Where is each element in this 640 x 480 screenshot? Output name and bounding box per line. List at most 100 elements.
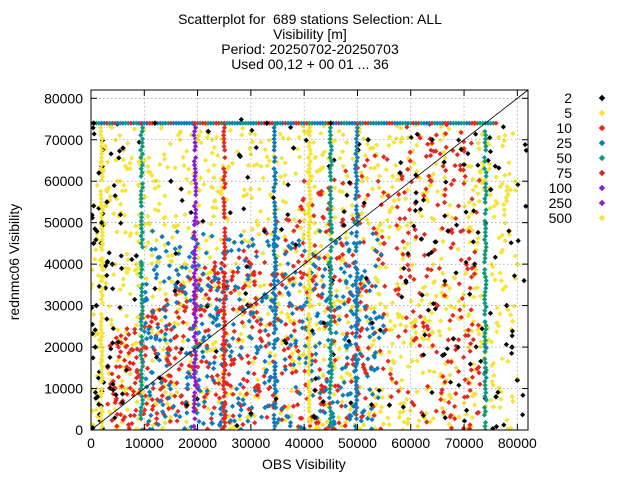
scatter-point-s5 (123, 265, 129, 271)
scatter-point-s5 (285, 313, 292, 319)
scatter-point-s25 (297, 281, 303, 287)
scatter-point-s2 (119, 391, 126, 397)
scatter-point-s10 (405, 230, 412, 236)
scatter-column-point-3 (482, 307, 488, 314)
scatter-point-s25 (189, 264, 196, 270)
data-point-s2 (120, 145, 126, 151)
scatter-column-point-4 (272, 378, 278, 385)
scatter-column-point-7 (221, 132, 227, 138)
scatter-point-s25 (380, 323, 387, 329)
scatter-column-point-1 (193, 214, 199, 220)
scatter-column-point-7 (221, 263, 228, 269)
scatter-point-s10 (467, 422, 473, 428)
scatter-column-point-3 (482, 300, 488, 306)
scatter-point-s5 (342, 299, 348, 305)
scatter-point-s5 (318, 243, 324, 249)
scatter-point-s5 (318, 130, 324, 137)
scatter-point-s25 (155, 324, 161, 331)
scatter-point-s10 (118, 333, 124, 339)
scatter-column-point-6 (327, 289, 333, 295)
scatter-column-point-1 (191, 367, 197, 373)
scatter-point-s10 (384, 156, 390, 163)
scatter-point-s5 (494, 329, 500, 335)
scatter-column-point-8 (99, 233, 105, 239)
scatter-point-s2 (92, 389, 99, 396)
scatter-top-row-point (493, 120, 499, 126)
scatter-point-s5 (168, 414, 174, 420)
scatter-point-s5 (475, 140, 481, 146)
scatter-point-s10 (239, 319, 245, 325)
scatter-point-s10 (439, 225, 446, 232)
scatter-column-point-0 (140, 363, 146, 370)
scatter-point-s5 (494, 200, 500, 206)
legend-label-5: 5 (564, 105, 572, 121)
scatter-point-s5 (264, 154, 270, 160)
scatter-point-s10 (230, 413, 236, 419)
scatter-point-s25 (288, 342, 294, 348)
scatter-point-s2 (91, 321, 95, 328)
scatter-column-point-7 (221, 240, 227, 247)
scatter-point-s5 (227, 127, 233, 133)
scatter-point-s25 (154, 263, 160, 269)
scatter-point-s5 (376, 264, 383, 271)
scatter-top-row-point (288, 120, 294, 126)
scatter-point-s5 (364, 217, 370, 223)
scatter-point-s5 (508, 326, 514, 332)
scatter-point-s5 (364, 141, 371, 147)
scatter-column-point-3 (482, 255, 488, 261)
scatter-point-s25 (210, 365, 217, 372)
scatter-point-s25 (258, 317, 264, 323)
scatter-point-s10 (254, 309, 260, 315)
scatter-point-s5 (249, 226, 256, 232)
scatter-point-s10 (477, 381, 483, 387)
scatter-point-s5 (281, 180, 287, 186)
scatter-point-s5 (409, 320, 415, 327)
scatter-point-s10 (441, 199, 448, 206)
scatter-point-s5 (310, 139, 317, 146)
scatter-column-point-0 (138, 371, 145, 377)
scatter-point-s10 (454, 152, 460, 158)
scatter-point-s10 (407, 207, 413, 213)
scatter-point-s10 (400, 238, 406, 245)
scatter-point-s5 (477, 169, 483, 175)
scatter-point-s10 (359, 325, 365, 332)
scatter-column-point-5 (306, 311, 312, 317)
scatter-column-point-0 (138, 341, 145, 347)
plot-frame (90, 89, 529, 431)
scatter-point-s2 (115, 339, 121, 345)
scatter-column-point-5 (306, 401, 312, 407)
scatter-point-s25 (376, 335, 382, 341)
scatter-point-s5 (421, 336, 427, 342)
scatter-point-s5 (478, 293, 484, 299)
scatter-point-s10 (327, 401, 333, 407)
scatter-column-point-1 (192, 416, 198, 422)
scatter-column-point-4 (271, 188, 277, 194)
scatter-point-s10 (210, 267, 217, 273)
scatter-point-s10 (304, 396, 310, 402)
scatter-column-point-3 (482, 184, 488, 191)
scatter-column-point-0 (140, 397, 146, 403)
scatter-point-s5 (411, 160, 417, 166)
scatter-column-point-1 (191, 259, 197, 265)
data-point-s50 (482, 365, 489, 371)
scatter-column-point-5 (307, 296, 313, 302)
scatter-top-row-point (272, 120, 278, 126)
scatter-point-s25 (171, 324, 177, 330)
scatter-point-s5 (384, 312, 390, 318)
scatter-point-s5 (289, 351, 295, 357)
scatter-point-s25 (270, 290, 276, 296)
scatter-point-s25 (156, 357, 163, 363)
scatter-point-s25 (142, 320, 149, 326)
scatter-point-s5 (395, 226, 401, 232)
scatter-point-s5 (201, 296, 207, 302)
scatter-point-s10 (202, 265, 208, 271)
scatter-point-s5 (364, 175, 370, 181)
scatter-point-s5 (177, 128, 183, 135)
scatter-point-s2 (283, 340, 289, 346)
scatter-column-point-8 (98, 405, 104, 411)
scatter-column-point-4 (271, 300, 278, 306)
scatter-column-point-4 (271, 322, 277, 329)
scatter-column-point-0 (138, 203, 145, 209)
scatter-point-s5 (319, 277, 325, 283)
scatter-column-point-8 (99, 408, 105, 414)
